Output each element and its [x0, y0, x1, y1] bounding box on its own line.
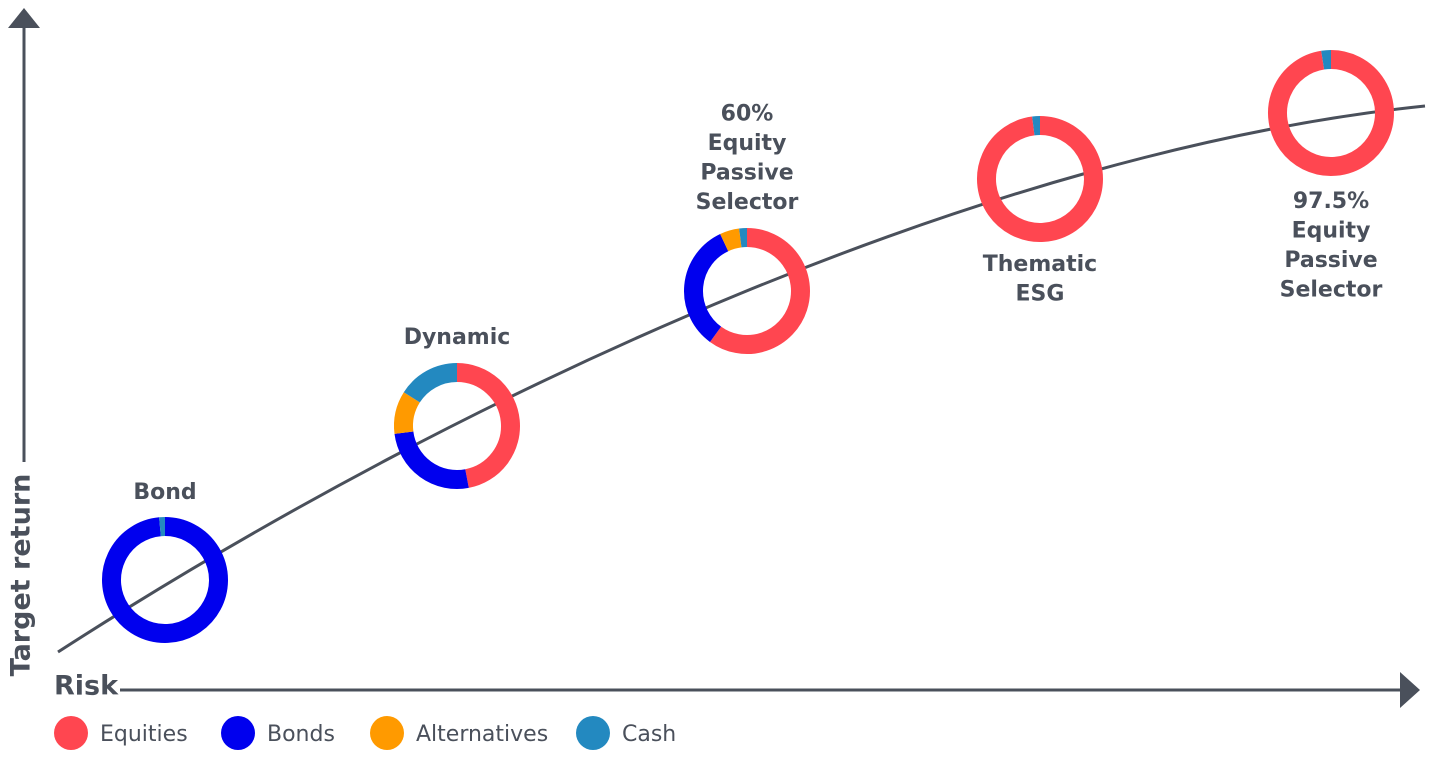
risk-return-curve — [57, 104, 1426, 654]
legend-label: Cash — [622, 722, 676, 747]
donut-segment — [1268, 50, 1394, 176]
donut-segment — [709, 228, 810, 354]
portfolio-label: Thematic — [983, 252, 1097, 277]
portfolio-label: Selector — [1280, 278, 1383, 303]
portfolio-label: Passive — [1284, 248, 1377, 273]
donut-segment — [720, 228, 742, 252]
portfolio-label: Selector — [696, 190, 799, 215]
portfolio-label: Passive — [700, 161, 793, 186]
legend-swatch — [54, 716, 88, 750]
portfolio-label: Equity — [1292, 219, 1371, 244]
y-axis-title: Target return — [6, 474, 37, 677]
legend-label: Bonds — [267, 722, 335, 747]
legend-swatch — [370, 716, 404, 750]
donut-segment — [977, 116, 1103, 242]
portfolio-label: Equity — [708, 131, 787, 156]
donut-segment — [394, 392, 421, 434]
legend-label: Alternatives — [416, 722, 548, 747]
legend-swatch — [221, 716, 255, 750]
legend-label: Equities — [100, 722, 188, 747]
portfolio-label: Dynamic — [404, 325, 511, 350]
portfolio-label: 60% — [721, 102, 774, 127]
donut-segment — [102, 517, 228, 643]
portfolio-label: Bond — [133, 480, 196, 505]
donut-segment — [403, 363, 458, 403]
x-axis-arrow — [1400, 672, 1420, 708]
donut-segment — [456, 363, 520, 488]
portfolio-label: 97.5% — [1293, 189, 1369, 214]
legend-swatch — [576, 716, 610, 750]
donut-segment — [1321, 50, 1332, 70]
x-axis-title: Risk — [54, 671, 119, 702]
donut-segment — [394, 431, 469, 489]
donut-segment — [684, 234, 729, 342]
y-axis-arrow — [8, 8, 40, 28]
portfolio-label: ESG — [1016, 282, 1065, 307]
